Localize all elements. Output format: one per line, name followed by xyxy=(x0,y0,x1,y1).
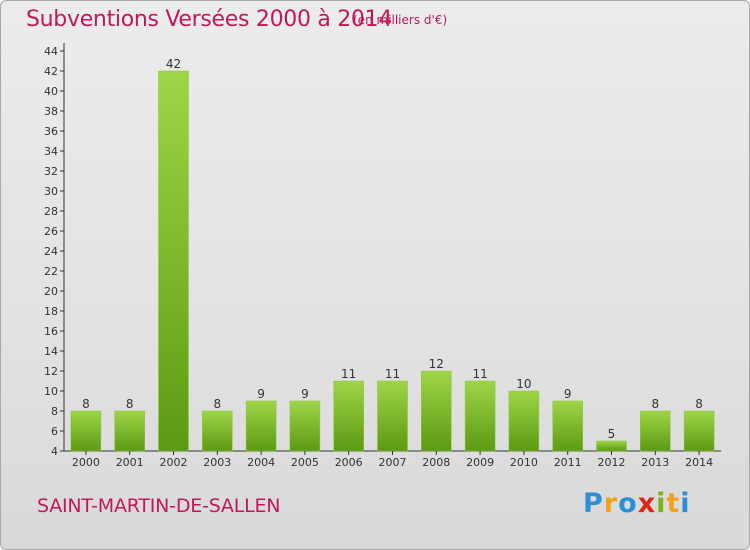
bar-2013 xyxy=(640,410,671,452)
x-tick-label-2005: 2005 xyxy=(291,456,319,469)
data-label-2004: 9 xyxy=(257,387,265,401)
data-label-2009: 11 xyxy=(472,367,487,381)
x-tick-label-2007: 2007 xyxy=(379,456,407,469)
logo-letter: x xyxy=(637,488,657,519)
y-tick-label: 6 xyxy=(51,425,58,438)
logo-letter: r xyxy=(603,488,619,519)
bar-2010 xyxy=(508,390,540,452)
bar-2004 xyxy=(245,400,277,452)
bar-2002 xyxy=(158,70,189,452)
data-label-2005: 9 xyxy=(301,387,309,401)
logo-letter: P xyxy=(583,488,604,519)
data-label-2008: 12 xyxy=(429,357,444,371)
y-tick-label: 34 xyxy=(44,145,58,158)
logo-letter: i xyxy=(656,488,667,519)
y-tick-label: 26 xyxy=(44,225,58,238)
x-tick-label-2010: 2010 xyxy=(510,456,538,469)
y-tick-label: 8 xyxy=(51,405,58,418)
x-tick-label-2013: 2013 xyxy=(641,456,669,469)
x-tick-label-2009: 2009 xyxy=(466,456,494,469)
data-label-2013: 8 xyxy=(651,397,659,411)
bar-2009 xyxy=(464,380,496,452)
x-tick-label-2014: 2014 xyxy=(685,456,713,469)
data-label-2000: 8 xyxy=(82,397,90,411)
y-tick-label: 22 xyxy=(44,265,58,278)
bar-2000 xyxy=(70,410,102,452)
y-tick-label: 20 xyxy=(44,285,58,298)
x-tick-label-2001: 2001 xyxy=(116,456,144,469)
data-label-2011: 9 xyxy=(564,387,572,401)
bar-2007 xyxy=(377,380,408,452)
data-label-2001: 8 xyxy=(126,397,134,411)
y-tick-label: 38 xyxy=(44,105,58,118)
logo-letter: o xyxy=(618,488,638,519)
bar-2003 xyxy=(202,410,233,452)
logo-letter: i xyxy=(680,488,691,519)
y-tick-label: 40 xyxy=(44,85,58,98)
bar-2011 xyxy=(552,400,583,452)
proxiti-logo: Proxiti xyxy=(583,488,691,519)
data-label-2003: 8 xyxy=(213,397,221,411)
x-tick-label-2004: 2004 xyxy=(247,456,275,469)
bar-2005 xyxy=(289,400,321,452)
x-tick-label-2008: 2008 xyxy=(422,456,450,469)
bar-2008 xyxy=(421,370,452,452)
data-label-2007: 11 xyxy=(385,367,400,381)
data-label-2014: 8 xyxy=(695,397,703,411)
x-tick-label-2000: 2000 xyxy=(72,456,100,469)
y-tick-label: 32 xyxy=(44,165,58,178)
data-label-2010: 10 xyxy=(516,377,531,391)
bar-2006 xyxy=(333,380,364,452)
x-tick-label-2011: 2011 xyxy=(554,456,582,469)
chart-subtitle: (en milliers d'€) xyxy=(353,13,448,27)
y-tick-label: 30 xyxy=(44,185,58,198)
logo-letter: t xyxy=(666,488,681,519)
x-tick-label-2003: 2003 xyxy=(203,456,231,469)
chart-title: Subventions Versées 2000 à 2014 xyxy=(26,7,393,32)
y-tick-label: 16 xyxy=(44,325,58,338)
y-tick-label: 12 xyxy=(44,365,58,378)
y-tick-label: 18 xyxy=(44,305,58,318)
y-tick-label: 14 xyxy=(44,345,58,358)
y-tick-label: 4 xyxy=(51,445,58,458)
y-tick-label: 24 xyxy=(44,245,58,258)
y-tick-label: 28 xyxy=(44,205,58,218)
y-tick-label: 42 xyxy=(44,65,58,78)
x-tick-label-2002: 2002 xyxy=(160,456,188,469)
x-tick-label-2012: 2012 xyxy=(598,456,626,469)
bar-2001 xyxy=(114,410,145,452)
data-label-2006: 11 xyxy=(341,367,356,381)
data-label-2012: 5 xyxy=(608,427,616,441)
x-tick-label-2006: 2006 xyxy=(335,456,363,469)
y-tick-label: 44 xyxy=(44,45,58,58)
y-tick-label: 10 xyxy=(44,385,58,398)
bar-2012 xyxy=(596,440,627,452)
y-tick-label: 36 xyxy=(44,125,58,138)
commune-name: SAINT-MARTIN-DE-SALLEN xyxy=(37,495,281,517)
data-label-2002: 42 xyxy=(166,57,181,71)
bar-2014 xyxy=(683,410,715,452)
